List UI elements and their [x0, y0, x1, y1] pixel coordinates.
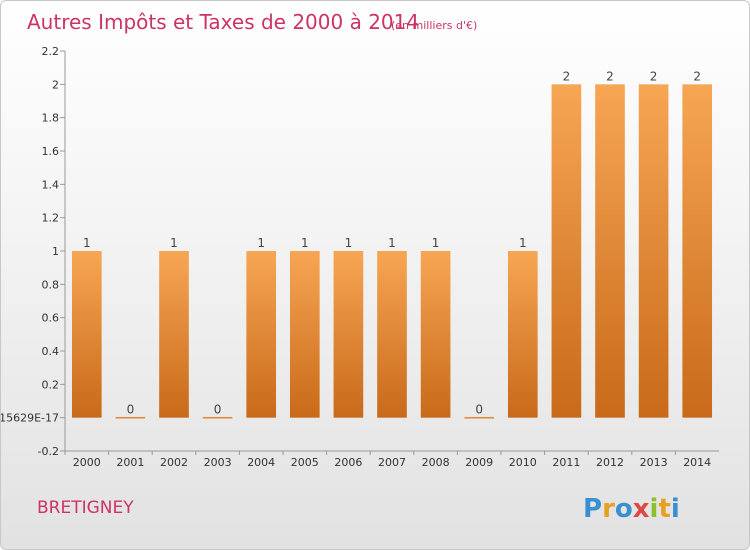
- bar-2009: [464, 416, 495, 419]
- logo-letter: o: [615, 494, 633, 524]
- value-label-2005: 1: [301, 236, 309, 250]
- y-tick-label: 1: [52, 245, 59, 258]
- logo-letter: P: [583, 494, 602, 524]
- y-tick-label: 1.8: [42, 112, 60, 125]
- value-label-2009: 0: [475, 403, 483, 417]
- value-label-2013: 2: [650, 69, 658, 83]
- bars: [71, 84, 713, 419]
- x-tick-label: 2003: [204, 456, 232, 469]
- value-label-2010: 1: [519, 236, 527, 250]
- y-tick-label: 1.6: [42, 145, 60, 158]
- bar-2011: [551, 84, 582, 418]
- y-tick-label: 2: [52, 78, 59, 91]
- bar-2005: [289, 251, 320, 418]
- x-axis: 2000 2001 2002 2003 2004 2005 2006 2007 2008 2009…: [64, 450, 719, 469]
- value-label-2001: 0: [127, 403, 135, 417]
- y-tick-label: 1.2: [42, 212, 60, 225]
- bar-2002: [159, 251, 189, 418]
- bar-2012: [595, 84, 625, 418]
- value-label-2008: 1: [432, 236, 440, 250]
- place-name: BRETIGNEY: [37, 498, 134, 518]
- proxiti-logo: Proxiti: [583, 494, 680, 524]
- x-tick-label: 2010: [509, 456, 537, 469]
- x-tick-label: 2008: [422, 456, 450, 469]
- logo-letter: t: [658, 494, 670, 524]
- x-tick-label: 2007: [378, 456, 406, 469]
- x-tick-label: 2006: [334, 456, 362, 469]
- y-tick-label: 1.4: [42, 178, 60, 191]
- value-label-2014: 2: [693, 69, 701, 83]
- logo-letter: i: [650, 494, 659, 524]
- value-label-2002: 1: [170, 236, 178, 250]
- x-tick-label: 2013: [640, 456, 668, 469]
- y-tick-label: 0.8: [42, 278, 60, 291]
- bar-2000: [71, 251, 102, 418]
- y-tick-label: 2.2: [42, 45, 60, 58]
- y-tick-label: -2.15629E-17: [1, 412, 59, 425]
- bar-2010: [507, 251, 538, 418]
- bar-2007: [377, 251, 407, 418]
- bar-2008: [420, 251, 451, 418]
- bar-2006: [333, 251, 364, 418]
- value-label-2003: 0: [214, 403, 222, 417]
- value-label-2004: 1: [257, 236, 265, 250]
- x-tick-label: 2012: [596, 456, 624, 469]
- x-tick-label: 2002: [160, 456, 188, 469]
- value-labels: 1 0 1 0 1 1 1 1 1 0 1 2 2 2 2: [83, 69, 701, 416]
- x-tick-label: 2000: [73, 456, 101, 469]
- bar-2003: [202, 416, 233, 419]
- value-label-2011: 2: [563, 69, 571, 83]
- y-tick-label: -0.2: [38, 445, 59, 458]
- y-tick-label: 0.4: [42, 345, 60, 358]
- value-label-2006: 1: [345, 236, 353, 250]
- chart-title: Autres Impôts et Taxes de 2000 à 2014: [27, 10, 419, 34]
- y-tick-label: 0.6: [42, 312, 60, 325]
- chart-subtitle: (en milliers d'€): [391, 19, 477, 32]
- bar-2001: [115, 416, 146, 419]
- bar-2014: [682, 84, 713, 418]
- value-label-2000: 1: [83, 236, 91, 250]
- logo-letter: r: [602, 494, 615, 524]
- x-tick-label: 2004: [247, 456, 275, 469]
- x-tick-label: 2014: [683, 456, 711, 469]
- x-tick-label: 2005: [291, 456, 319, 469]
- y-tick-label: 0.2: [42, 378, 60, 391]
- value-label-2012: 2: [606, 69, 614, 83]
- x-tick-label: 2011: [552, 456, 580, 469]
- bar-2013: [638, 84, 669, 418]
- x-tick-label: 2001: [116, 456, 144, 469]
- bar-2004: [246, 251, 277, 418]
- x-tick-label: 2009: [465, 456, 493, 469]
- y-axis: -0.2 -2.15629E-17 0.2 0.4 0.6 0.8 1 1.2 1.4 1.6 1.…: [1, 45, 66, 458]
- logo-letter: i: [671, 494, 680, 524]
- logo-letter: x: [633, 494, 650, 524]
- value-label-2007: 1: [388, 236, 396, 250]
